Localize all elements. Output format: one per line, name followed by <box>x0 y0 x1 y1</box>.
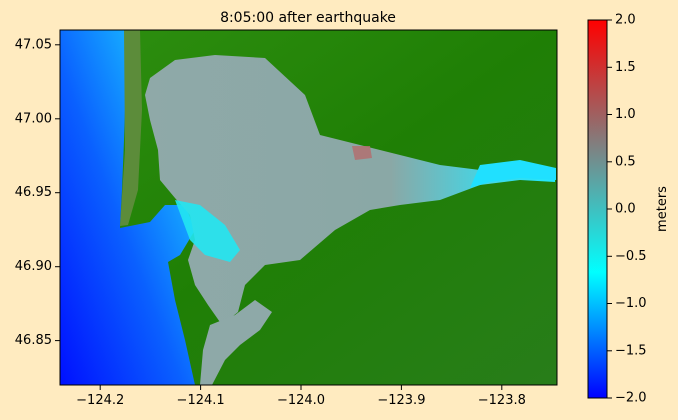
ocean-region <box>60 30 195 385</box>
x-tick: −124.0 <box>277 385 325 408</box>
y-tick: 46.85 <box>15 333 60 348</box>
colorbar-tick: 1.0 <box>607 107 636 122</box>
colorbar-tick-label: 0.5 <box>615 154 636 169</box>
colorbar-tick: −0.5 <box>607 249 647 264</box>
bay-water <box>145 55 555 325</box>
colorbar-tick: −1.0 <box>607 296 647 311</box>
colorbar-label: meters <box>655 186 670 232</box>
y-tick-label: 47.05 <box>15 37 52 52</box>
x-tick: −124.2 <box>76 385 124 408</box>
y-tick: 47.00 <box>15 111 60 126</box>
y-tick: 47.05 <box>15 37 60 52</box>
x-tick: −123.8 <box>478 385 526 408</box>
colorbar-tick: 0.5 <box>607 154 636 169</box>
map-field <box>60 30 557 385</box>
y-tick: 46.95 <box>15 185 60 200</box>
river-channel <box>470 160 556 188</box>
axes-frame <box>59 29 558 386</box>
red-elevation-patch <box>352 146 372 160</box>
y-tick-label: 46.85 <box>15 333 52 348</box>
colorbar-tick-label: 0.0 <box>615 202 636 217</box>
x-tick-label: −124.2 <box>76 393 124 408</box>
colorbar-tick: −2.0 <box>607 391 647 406</box>
colorbar-tick-label: −0.5 <box>615 249 647 264</box>
colorbar-tick-label: −1.0 <box>615 296 647 311</box>
x-tick: −124.1 <box>177 385 225 408</box>
colorbar-ticks: −2.0 −1.5 −1.0 −0.5 0.0 0.5 1.0 1.5 2.0 <box>607 13 647 406</box>
southern-inlet <box>200 300 272 385</box>
y-tick-label: 47.00 <box>15 111 52 126</box>
x-tick: −123.9 <box>377 385 425 408</box>
y-tick: 46.90 <box>15 259 60 274</box>
colorbar-tick: 0.0 <box>607 202 636 217</box>
chart-title: 8:05:00 after earthquake <box>220 10 396 26</box>
y-tick-label: 46.90 <box>15 259 52 274</box>
colorbar-tick: 2.0 <box>607 13 636 28</box>
colorbar-tick-label: 1.0 <box>615 107 636 122</box>
x-axis: −124.2 −124.1 −124.0 −123.9 −123.8 <box>76 385 526 408</box>
y-axis: 46.85 46.90 46.95 47.00 47.05 <box>15 37 60 348</box>
colorbar-tick: −1.5 <box>607 343 647 358</box>
colorbar-tick-label: 1.5 <box>615 60 636 75</box>
colorbar-tick-label: −1.5 <box>615 343 647 358</box>
x-tick-label: −123.9 <box>377 393 425 408</box>
y-tick-label: 46.95 <box>15 185 52 200</box>
x-tick-label: −123.8 <box>478 393 526 408</box>
colorbar-tick-label: 2.0 <box>615 13 636 28</box>
x-tick-label: −124.1 <box>177 393 225 408</box>
spit-north <box>120 30 142 226</box>
colorbar-tick: 1.5 <box>607 60 636 75</box>
x-tick-label: −124.0 <box>277 393 325 408</box>
colorbar-tick-label: −2.0 <box>615 391 647 406</box>
colorbar <box>587 19 608 399</box>
bay-cyan-channel <box>175 200 240 262</box>
